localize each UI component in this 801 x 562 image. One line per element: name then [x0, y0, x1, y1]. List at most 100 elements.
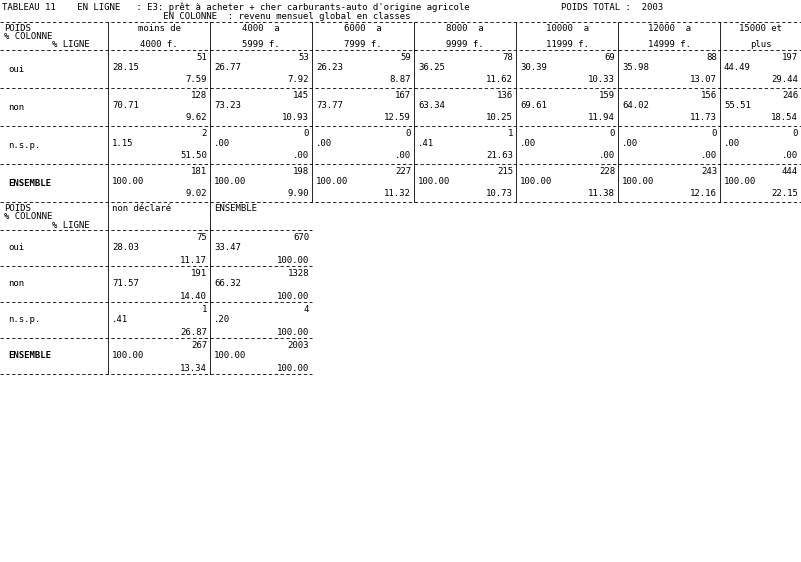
Text: 100.00: 100.00	[112, 177, 144, 186]
Text: 73.77: 73.77	[316, 101, 343, 110]
Text: 100.00: 100.00	[520, 177, 552, 186]
Text: 4: 4	[304, 305, 309, 314]
Text: 100.00: 100.00	[418, 177, 450, 186]
Text: 100.00: 100.00	[277, 328, 309, 337]
Text: 11.38: 11.38	[588, 189, 615, 198]
Text: 159: 159	[599, 91, 615, 100]
Text: 444: 444	[782, 167, 798, 176]
Text: % COLONNE: % COLONNE	[4, 32, 52, 41]
Text: 10.25: 10.25	[486, 113, 513, 122]
Text: 243: 243	[701, 167, 717, 176]
Text: 228: 228	[599, 167, 615, 176]
Text: 10.73: 10.73	[486, 189, 513, 198]
Text: 22.15: 22.15	[771, 189, 798, 198]
Text: 198: 198	[293, 167, 309, 176]
Text: 0: 0	[793, 129, 798, 138]
Text: 191: 191	[191, 269, 207, 278]
Text: 18.54: 18.54	[771, 113, 798, 122]
Text: 167: 167	[395, 91, 411, 100]
Text: 10.93: 10.93	[282, 113, 309, 122]
Text: 9.90: 9.90	[288, 189, 309, 198]
Text: 71.57: 71.57	[112, 279, 139, 288]
Text: 9.02: 9.02	[186, 189, 207, 198]
Text: POIDS: POIDS	[4, 204, 31, 213]
Text: 36.25: 36.25	[418, 63, 445, 72]
Text: 7.92: 7.92	[288, 75, 309, 84]
Text: 11.73: 11.73	[690, 113, 717, 122]
Text: 7.59: 7.59	[186, 75, 207, 84]
Text: ENSEMBLE: ENSEMBLE	[214, 204, 257, 213]
Text: 75: 75	[196, 233, 207, 242]
Text: 30.39: 30.39	[520, 63, 547, 72]
Text: POIDS: POIDS	[4, 24, 31, 33]
Text: 66.32: 66.32	[214, 279, 241, 288]
Text: .00: .00	[622, 139, 638, 148]
Text: 78: 78	[502, 53, 513, 62]
Text: 100.00: 100.00	[724, 177, 756, 186]
Text: n.s.p.: n.s.p.	[8, 315, 40, 324]
Text: 6000  a: 6000 a	[344, 24, 382, 33]
Text: 8000  a: 8000 a	[446, 24, 484, 33]
Text: 100.00: 100.00	[277, 256, 309, 265]
Text: 5999 f.: 5999 f.	[242, 40, 280, 49]
Text: .20: .20	[214, 315, 230, 324]
Text: 246: 246	[782, 91, 798, 100]
Text: 88: 88	[706, 53, 717, 62]
Text: 26.23: 26.23	[316, 63, 343, 72]
Text: .00: .00	[293, 151, 309, 160]
Text: 11.32: 11.32	[384, 189, 411, 198]
Text: 128: 128	[191, 91, 207, 100]
Text: 21.63: 21.63	[486, 151, 513, 160]
Text: 33.47: 33.47	[214, 243, 241, 252]
Text: 69.61: 69.61	[520, 101, 547, 110]
Text: 100.00: 100.00	[316, 177, 348, 186]
Text: 267: 267	[191, 341, 207, 350]
Text: 28.03: 28.03	[112, 243, 139, 252]
Text: 11.94: 11.94	[588, 113, 615, 122]
Text: moins de: moins de	[138, 24, 180, 33]
Text: 55.51: 55.51	[724, 101, 751, 110]
Text: non: non	[8, 102, 24, 111]
Text: % LIGNE: % LIGNE	[52, 40, 90, 49]
Text: 13.07: 13.07	[690, 75, 717, 84]
Text: 12000  a: 12000 a	[647, 24, 690, 33]
Text: 11.17: 11.17	[180, 256, 207, 265]
Text: 215: 215	[497, 167, 513, 176]
Text: non: non	[8, 279, 24, 288]
Text: 670: 670	[293, 233, 309, 242]
Text: 1: 1	[202, 305, 207, 314]
Text: % COLONNE: % COLONNE	[4, 212, 52, 221]
Text: 59: 59	[400, 53, 411, 62]
Text: 1328: 1328	[288, 269, 309, 278]
Text: 0: 0	[405, 129, 411, 138]
Text: 0: 0	[711, 129, 717, 138]
Text: 70.71: 70.71	[112, 101, 139, 110]
Text: 100.00: 100.00	[277, 292, 309, 301]
Text: 197: 197	[782, 53, 798, 62]
Text: .00: .00	[214, 139, 230, 148]
Text: 2003: 2003	[288, 341, 309, 350]
Text: .00: .00	[316, 139, 332, 148]
Text: 44.49: 44.49	[724, 63, 751, 72]
Text: 4000 f.: 4000 f.	[140, 40, 178, 49]
Text: 100.00: 100.00	[622, 177, 654, 186]
Text: plus: plus	[750, 40, 771, 49]
Text: 63.34: 63.34	[418, 101, 445, 110]
Text: 0: 0	[610, 129, 615, 138]
Text: .00: .00	[782, 151, 798, 160]
Text: .00: .00	[724, 139, 740, 148]
Text: 11.62: 11.62	[486, 75, 513, 84]
Text: 181: 181	[191, 167, 207, 176]
Text: 145: 145	[293, 91, 309, 100]
Text: 28.15: 28.15	[112, 63, 139, 72]
Text: ENSEMBLE: ENSEMBLE	[8, 179, 51, 188]
Text: 69: 69	[604, 53, 615, 62]
Text: 53: 53	[298, 53, 309, 62]
Text: 64.02: 64.02	[622, 101, 649, 110]
Text: % LIGNE: % LIGNE	[52, 221, 90, 230]
Text: 9.62: 9.62	[186, 113, 207, 122]
Text: 136: 136	[497, 91, 513, 100]
Text: .00: .00	[599, 151, 615, 160]
Text: 14999 f.: 14999 f.	[647, 40, 690, 49]
Text: 11999 f.: 11999 f.	[545, 40, 589, 49]
